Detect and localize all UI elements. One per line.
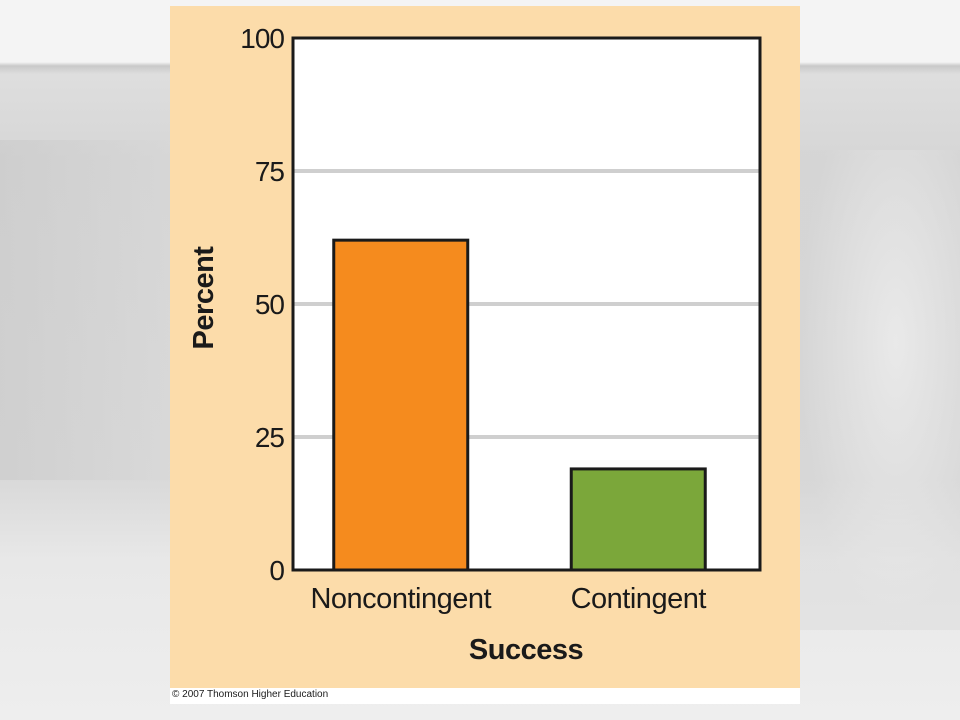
x-tick-label-contingent: Contingent — [571, 583, 707, 615]
background-shade-left — [0, 140, 170, 480]
copyright-text: © 2007 Thomson Higher Education — [172, 689, 329, 700]
x-tick-labels: Noncontingent Contingent — [310, 583, 706, 615]
background-shade-right — [800, 150, 960, 630]
bar-noncontingent — [332, 238, 470, 572]
y-tick-label: 75 — [255, 156, 285, 187]
bar-contingent — [569, 467, 707, 572]
y-tick-label: 50 — [255, 289, 285, 320]
footer-strip — [170, 688, 800, 704]
plot-frame — [291, 36, 762, 572]
x-axis-label: Success — [469, 634, 583, 666]
y-tick-label: 100 — [240, 23, 284, 54]
x-tick-label-noncontingent: Noncontingent — [310, 583, 491, 615]
bars — [332, 238, 707, 572]
y-tick-label: 0 — [269, 555, 284, 586]
y-tick-label: 25 — [255, 422, 285, 453]
y-axis-label: Percent — [188, 246, 220, 350]
y-tick-labels: 0 25 50 75 100 — [240, 23, 285, 586]
